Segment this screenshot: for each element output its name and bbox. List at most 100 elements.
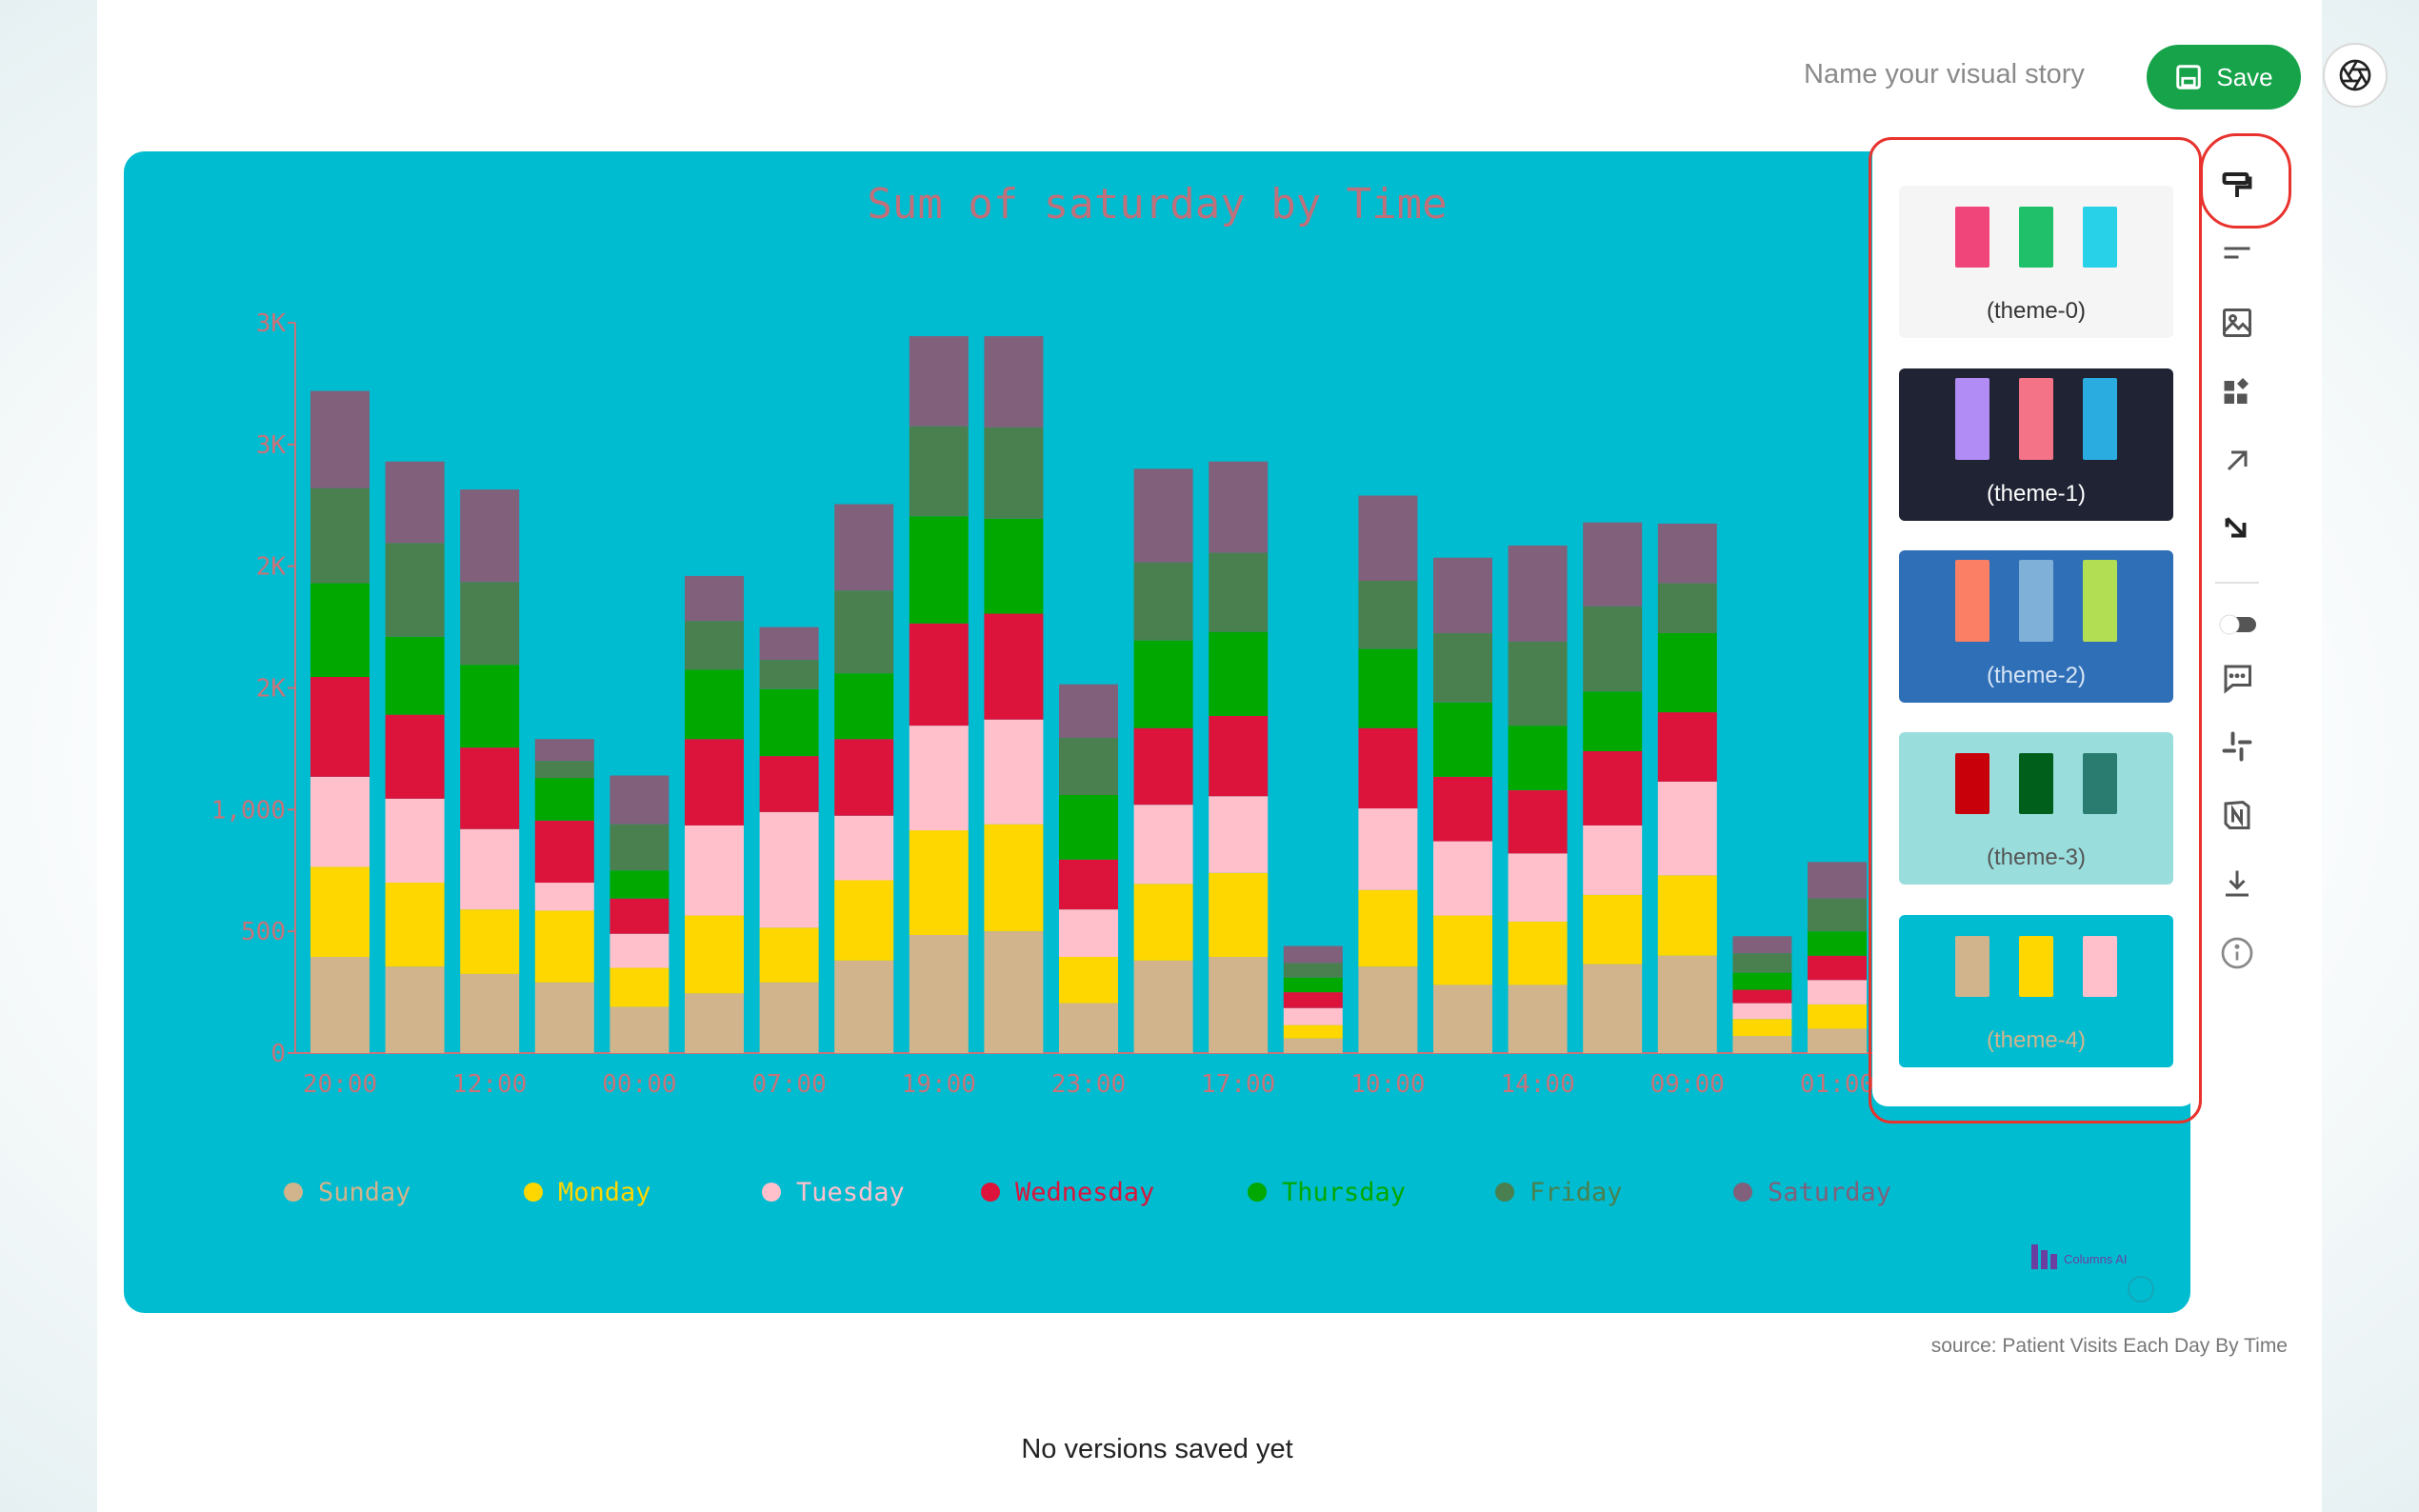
theme-label: (theme-4): [1986, 1027, 2087, 1053]
bar-segment: [310, 487, 370, 584]
theme-swatch: [2083, 207, 2117, 268]
bar-segment: [685, 915, 744, 994]
x-tick-label: 23:00: [1051, 1070, 1126, 1099]
bar-segment: [1283, 945, 1343, 964]
bar-segment: [1508, 726, 1568, 790]
bar-segment: [1433, 985, 1492, 1053]
bar-segment: [460, 489, 520, 583]
bar-segment: [834, 880, 894, 961]
theme-swatch: [1955, 560, 1989, 642]
bar-segment: [1808, 1004, 1867, 1029]
chart-card[interactable]: Sum of saturday by Time 0 500 1,000 2K 2K 3K 3K…: [124, 151, 2190, 1313]
loading-indicator: [2128, 1276, 2154, 1303]
bar-segment: [1133, 562, 1193, 641]
text-lines-icon[interactable]: [2211, 229, 2263, 280]
bar-segment: [1209, 957, 1269, 1053]
bar-segment: [909, 935, 969, 1053]
bar-segment: [685, 993, 744, 1053]
x-tick-label: 09:00: [1650, 1070, 1725, 1099]
share-button[interactable]: [2323, 43, 2388, 108]
bar-segment: [909, 336, 969, 427]
theme-swatch: [1955, 753, 1989, 814]
bar-segment: [834, 739, 894, 816]
bar-segment: [610, 933, 670, 968]
bar-segment: [1059, 684, 1118, 738]
arrow-down-right-icon[interactable]: [2211, 503, 2263, 554]
y-tick-label: 1,000: [211, 796, 286, 825]
theme-panel: (theme-0) (theme-1) (theme-2) (theme-3) (the…: [1872, 141, 2196, 1106]
y-tick-label: 2K: [256, 553, 287, 582]
bar-segment: [385, 636, 445, 715]
bar-segment: [1283, 1007, 1343, 1025]
x-tick-label: 19:00: [902, 1070, 976, 1099]
theme-label: (theme-1): [1986, 481, 2087, 507]
theme-swatch: [2019, 936, 2053, 997]
bar-segment: [1808, 931, 1867, 956]
slack-icon[interactable]: [2211, 721, 2263, 772]
x-tick-label: 10:00: [1350, 1070, 1425, 1099]
arrow-up-right-icon[interactable]: [2211, 435, 2263, 487]
bar-segment: [1358, 581, 1418, 649]
bar-segment: [460, 747, 520, 829]
x-tick-label: 00:00: [602, 1070, 676, 1099]
widgets-icon[interactable]: [2211, 367, 2263, 418]
bar-segment: [1358, 966, 1418, 1053]
save-label: Save: [2216, 62, 2273, 91]
bar-segment: [310, 583, 370, 677]
theme-option-4[interactable]: (theme-4): [1899, 915, 2173, 1067]
bar-segment: [909, 726, 969, 831]
download-icon[interactable]: [2211, 858, 2263, 909]
theme-swatch: [2019, 753, 2053, 814]
stacked-bar-chart: Sum of saturday by Time 0 500 1,000 2K 2K 3K 3K…: [211, 180, 2190, 1303]
story-name-input[interactable]: Name your visual story: [1804, 59, 2085, 90]
info-icon[interactable]: [2211, 927, 2263, 979]
bar-segment: [534, 910, 594, 983]
bar-segment: [984, 613, 1044, 720]
bar-segment: [1059, 794, 1118, 860]
x-tick-label: 01:00: [1800, 1070, 1874, 1099]
bar-segment: [834, 504, 894, 591]
legend-label: Thursday: [1282, 1178, 1406, 1207]
columns-ai-logo: [2031, 1244, 2057, 1269]
bar-segment: [460, 828, 520, 910]
bar-segment: [1209, 715, 1269, 797]
bar-segment: [534, 739, 594, 762]
bar-segment: [759, 688, 819, 757]
bar-segment: [759, 927, 819, 983]
paint-format-icon[interactable]: [2211, 160, 2263, 211]
theme-swatch: [2083, 753, 2117, 814]
x-tick-label: 20:00: [303, 1070, 377, 1099]
bar-segment: [1732, 1003, 1792, 1020]
theme-option-1[interactable]: (theme-1): [1899, 368, 2173, 521]
bar-segment: [685, 739, 744, 826]
bar-segment: [834, 960, 894, 1053]
bar-segment: [685, 669, 744, 740]
annotation-icon-highlight: [2200, 133, 2291, 229]
bar-segment: [1133, 640, 1193, 728]
save-button[interactable]: Save: [2147, 45, 2301, 109]
bar-segment: [385, 798, 445, 884]
bar-segment: [1358, 889, 1418, 967]
bar-segment: [759, 756, 819, 812]
notion-icon[interactable]: [2211, 789, 2263, 841]
bar-segment: [534, 778, 594, 821]
theme-option-2[interactable]: (theme-2): [1899, 550, 2173, 703]
bar-segment: [1059, 909, 1118, 958]
bar-segment: [534, 883, 594, 911]
toggle-icon[interactable]: [2211, 599, 2263, 650]
bar-segment: [1133, 805, 1193, 885]
comment-icon[interactable]: [2211, 652, 2263, 704]
theme-option-3[interactable]: (theme-3): [1899, 732, 2173, 885]
columns-ai-wordmark: Columns AI: [2064, 1252, 2127, 1266]
bar-segment: [1508, 641, 1568, 726]
image-icon[interactable]: [2211, 297, 2263, 348]
bar-segment: [1808, 980, 1867, 1005]
bar-segment: [759, 660, 819, 689]
bar-segment: [534, 982, 594, 1053]
bar-segment: [610, 824, 670, 871]
logo-bar: [2031, 1244, 2038, 1269]
theme-swatch: [1955, 378, 1989, 460]
theme-swatch: [2083, 936, 2117, 997]
theme-option-0[interactable]: (theme-0): [1899, 186, 2173, 338]
chart-title: Sum of saturday by Time: [867, 180, 1447, 229]
